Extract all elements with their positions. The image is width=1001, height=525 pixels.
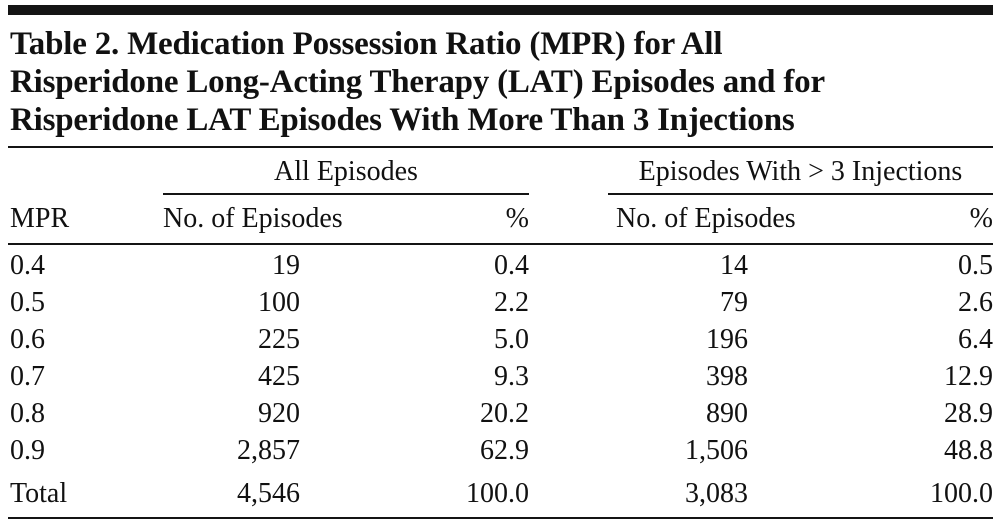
percent-all-cell: 20.2 bbox=[480, 398, 529, 429]
title-line: Risperidone LAT Episodes With More Than … bbox=[10, 102, 795, 138]
episodes-all-cell: 425 bbox=[258, 361, 300, 392]
percent-gt3-cell: 28.9 bbox=[944, 398, 993, 429]
percent-gt3-cell: 0.5 bbox=[958, 250, 993, 281]
mpr-cell: 0.4 bbox=[10, 250, 45, 281]
header-bottom-rule bbox=[8, 243, 993, 245]
episodes-all-cell: 225 bbox=[258, 324, 300, 355]
episodes-gt3-cell: 890 bbox=[706, 398, 748, 429]
total-percent-gt3: 100.0 bbox=[930, 478, 993, 509]
column-header-episodes-gt3: No. of Episodes bbox=[616, 203, 796, 234]
title-bottom-rule bbox=[8, 146, 993, 148]
top-rule bbox=[8, 5, 993, 15]
episodes-all-cell: 100 bbox=[258, 287, 300, 318]
percent-gt3-cell: 6.4 bbox=[958, 324, 993, 355]
column-header-mpr: MPR bbox=[10, 203, 70, 234]
percent-gt3-cell: 48.8 bbox=[944, 435, 993, 466]
percent-gt3-cell: 2.6 bbox=[958, 287, 993, 318]
total-episodes-gt3: 3,083 bbox=[685, 478, 748, 509]
total-label: Total bbox=[10, 478, 68, 509]
mpr-cell: 0.5 bbox=[10, 287, 45, 318]
group-rule-more-than-3-injections bbox=[608, 193, 993, 195]
column-header-percent-gt3: % bbox=[969, 203, 993, 234]
group-header-all-episodes: All Episodes bbox=[274, 156, 418, 187]
total-percent-all: 100.0 bbox=[466, 478, 529, 509]
percent-all-cell: 62.9 bbox=[480, 435, 529, 466]
group-header-more-than-3-injections: Episodes With > 3 Injections bbox=[638, 156, 963, 187]
group-rule-all-episodes bbox=[163, 193, 529, 195]
percent-gt3-cell: 12.9 bbox=[944, 361, 993, 392]
percent-all-cell: 9.3 bbox=[494, 361, 529, 392]
total-episodes-all: 4,546 bbox=[237, 478, 300, 509]
mpr-cell: 0.9 bbox=[10, 435, 45, 466]
episodes-gt3-cell: 196 bbox=[706, 324, 748, 355]
mpr-cell: 0.7 bbox=[10, 361, 45, 392]
title-line: Table 2. Medication Possession Ratio (MP… bbox=[10, 26, 723, 62]
mpr-cell: 0.6 bbox=[10, 324, 45, 355]
title-line: Risperidone Long-Acting Therapy (LAT) Ep… bbox=[10, 64, 825, 100]
table-bottom-rule bbox=[8, 517, 993, 519]
episodes-all-cell: 920 bbox=[258, 398, 300, 429]
mpr-cell: 0.8 bbox=[10, 398, 45, 429]
table-title: Table 2. Medication Possession Ratio (MP… bbox=[10, 25, 995, 139]
percent-all-cell: 5.0 bbox=[494, 324, 529, 355]
episodes-all-cell: 19 bbox=[272, 250, 300, 281]
episodes-gt3-cell: 79 bbox=[720, 287, 748, 318]
episodes-gt3-cell: 14 bbox=[720, 250, 748, 281]
episodes-gt3-cell: 1,506 bbox=[685, 435, 748, 466]
percent-all-cell: 0.4 bbox=[494, 250, 529, 281]
column-header-percent-all: % bbox=[505, 203, 529, 234]
episodes-gt3-cell: 398 bbox=[706, 361, 748, 392]
episodes-all-cell: 2,857 bbox=[237, 435, 300, 466]
percent-all-cell: 2.2 bbox=[494, 287, 529, 318]
column-header-episodes-all: No. of Episodes bbox=[163, 203, 343, 234]
